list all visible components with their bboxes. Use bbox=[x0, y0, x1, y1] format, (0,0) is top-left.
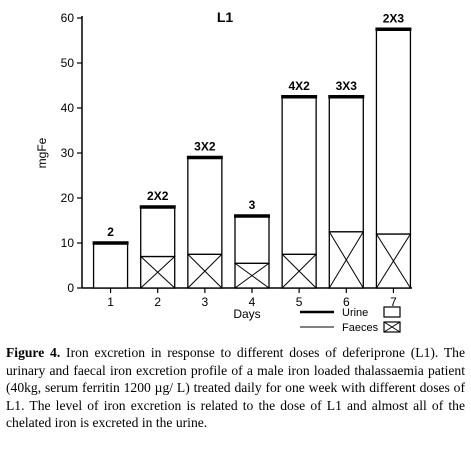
urine-bar bbox=[140, 206, 176, 258]
y-tick-label: 40 bbox=[61, 101, 75, 115]
y-tick-label: 20 bbox=[61, 191, 75, 205]
x-tick-label: 1 bbox=[107, 295, 114, 309]
faeces-hatch bbox=[281, 253, 317, 289]
urine-bar bbox=[375, 28, 412, 235]
x-tick-label: 6 bbox=[343, 295, 350, 309]
chart-legend: Urine Faeces bbox=[300, 306, 401, 334]
x-axis-label: Days bbox=[233, 307, 260, 321]
legend-urine-swatch bbox=[383, 306, 401, 318]
y-tick-label: 60 bbox=[61, 11, 75, 25]
x-tick-label: 7 bbox=[390, 295, 397, 309]
y-tick-label: 30 bbox=[61, 146, 75, 160]
legend-faeces-hatch bbox=[383, 321, 401, 333]
figure-caption: Figure 4. Iron excretion in response to … bbox=[6, 344, 465, 432]
urine-bar bbox=[281, 96, 317, 255]
y-axis-label: mgFe bbox=[35, 137, 49, 168]
faeces-hatch bbox=[328, 231, 364, 289]
dose-label: 2 bbox=[107, 225, 114, 239]
dose-label: 3 bbox=[249, 198, 256, 212]
dose-label: 3X2 bbox=[194, 140, 216, 154]
y-tick-label: 0 bbox=[67, 281, 74, 295]
dose-label: 2X3 bbox=[383, 11, 405, 25]
faeces-hatch bbox=[140, 256, 176, 289]
urine-bar bbox=[234, 215, 270, 264]
urine-bar bbox=[328, 96, 364, 233]
legend-urine-label: Urine bbox=[342, 307, 368, 319]
dose-label: 2X2 bbox=[147, 189, 169, 203]
x-tick-label: 4 bbox=[249, 295, 256, 309]
faeces-hatch bbox=[376, 233, 411, 289]
caption-text: Iron excretion in response to different … bbox=[6, 345, 465, 431]
chart-bars bbox=[92, 27, 412, 289]
faeces-hatch bbox=[234, 262, 270, 289]
y-tick-label: 10 bbox=[61, 236, 75, 250]
bar-chart: 0 10 20 30 40 50 60 mgFe Days 1 2 3 4 5 6 7 L1 2 2X2 3X2 3 4… bbox=[35, 9, 412, 334]
faeces-hatch bbox=[187, 253, 223, 289]
chart-title: L1 bbox=[217, 9, 234, 25]
caption-label: Figure 4. bbox=[6, 345, 61, 360]
legend-faeces-label: Faeces bbox=[342, 322, 379, 334]
chart-axes: 0 10 20 30 40 50 60 mgFe Days 1 2 3 4 5 6 7 bbox=[35, 11, 412, 321]
dose-label: 3X3 bbox=[336, 79, 358, 93]
x-tick-label: 2 bbox=[154, 295, 161, 309]
dose-label: 4X2 bbox=[288, 79, 310, 93]
x-tick-label: 3 bbox=[202, 295, 209, 309]
urine-bar bbox=[187, 156, 223, 255]
y-tick-label: 50 bbox=[61, 56, 75, 70]
urine-bar bbox=[92, 242, 129, 289]
chart-labels: L1 2 2X2 3X2 3 4X2 3X3 2X3 bbox=[107, 9, 404, 239]
x-tick-label: 5 bbox=[296, 295, 303, 309]
